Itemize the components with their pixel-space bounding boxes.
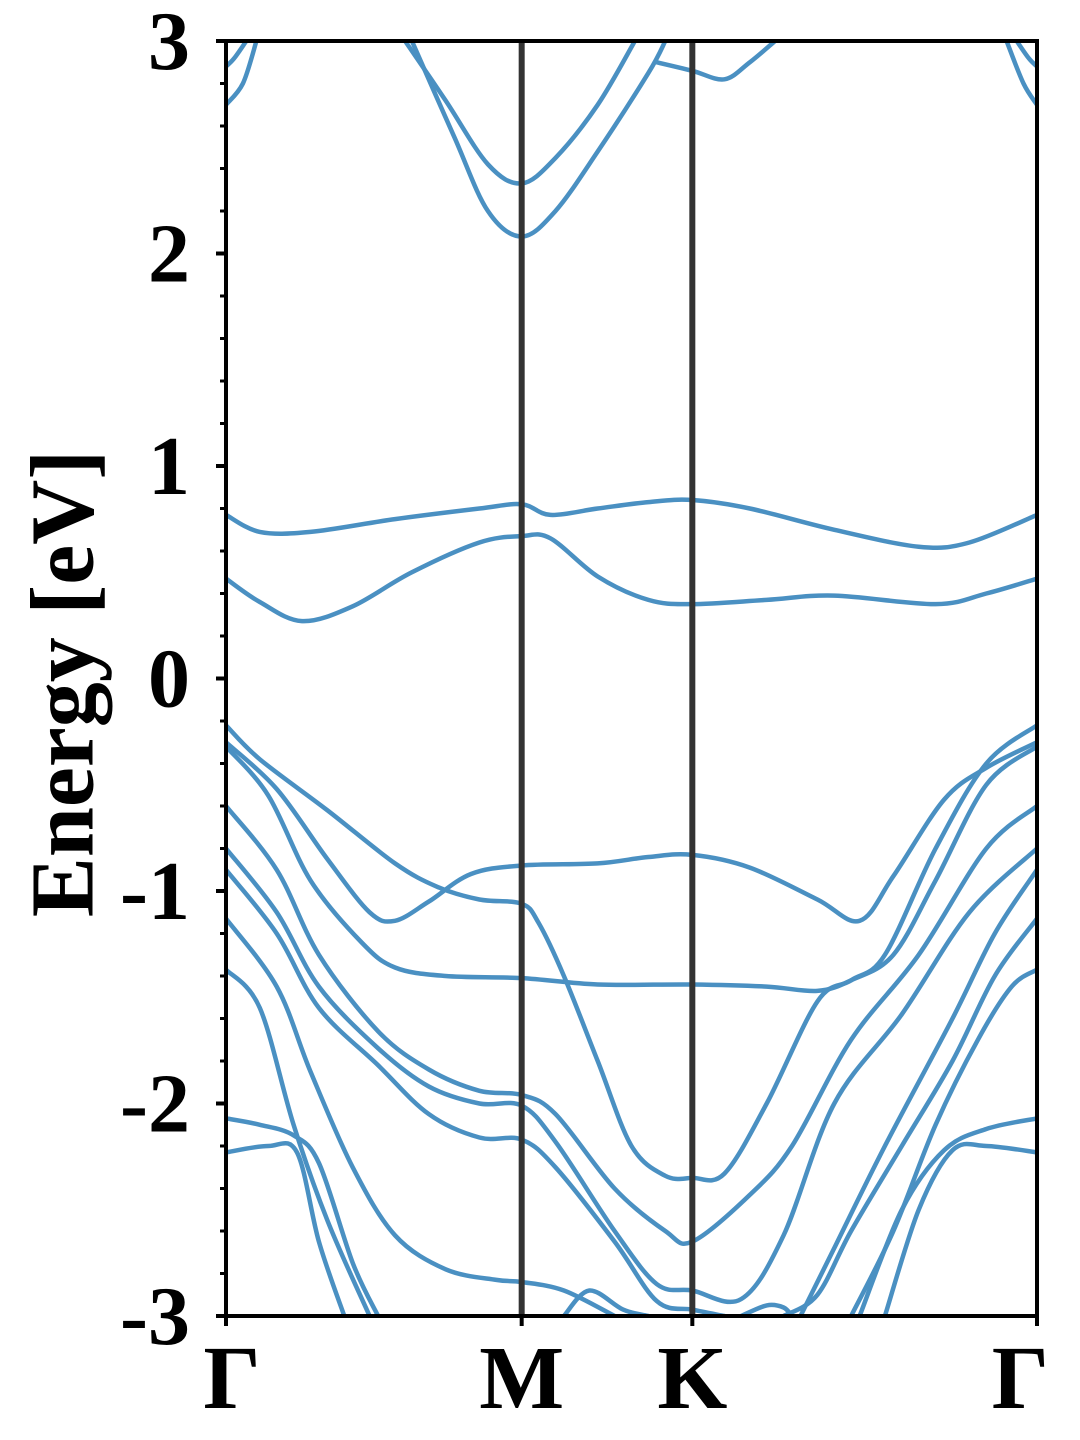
band-line-8 [226,497,1037,550]
band-line-24 [882,1141,1037,1316]
band-line-16 [798,867,1037,1316]
y-tick-labels: -3 -2 -1 0 1 2 3 [120,0,190,1363]
band-line-23 [226,1140,347,1316]
x-tick-label: Γ [992,1329,1049,1428]
symmetry-lines-layer [518,41,696,1316]
y-tick-label: 0 [148,633,190,726]
y-tick-label: 3 [148,0,190,88]
band-line-12 [226,744,1037,994]
bands-layer [226,41,1037,1316]
axes-frame [224,39,1039,1318]
band-line-9 [226,532,1037,624]
band-line-26 [739,1302,795,1316]
y-tick-label: 1 [148,420,190,513]
band-line-15 [226,867,727,1316]
band-line-5 [654,41,778,82]
band-line-4 [409,41,668,239]
y-tick-label: 2 [148,208,190,301]
x-tick-label: K [657,1329,727,1428]
band-line-11 [226,740,1037,924]
band-line-21 [226,1116,381,1316]
band-line-1 [226,41,259,108]
band-line-2 [226,41,249,69]
band-line-7 [1014,41,1037,69]
band-line-14 [226,846,1037,1305]
band-line-19 [226,967,372,1316]
band-line-6 [1004,41,1037,108]
y-tick-label: -3 [120,1270,190,1363]
band-line-10 [226,723,1037,1183]
y-tick-label: -2 [120,1058,190,1151]
band-line-18 [781,916,1037,1316]
y-tick-label: -1 [120,845,190,938]
band-line-17 [226,916,617,1316]
band-line-22 [857,1116,1037,1316]
x-tick-label: M [479,1329,564,1428]
y-axis-label: Energy [eV] [14,450,113,917]
band-line-13 [226,803,1037,1246]
x-tick-label: Γ [203,1329,260,1428]
